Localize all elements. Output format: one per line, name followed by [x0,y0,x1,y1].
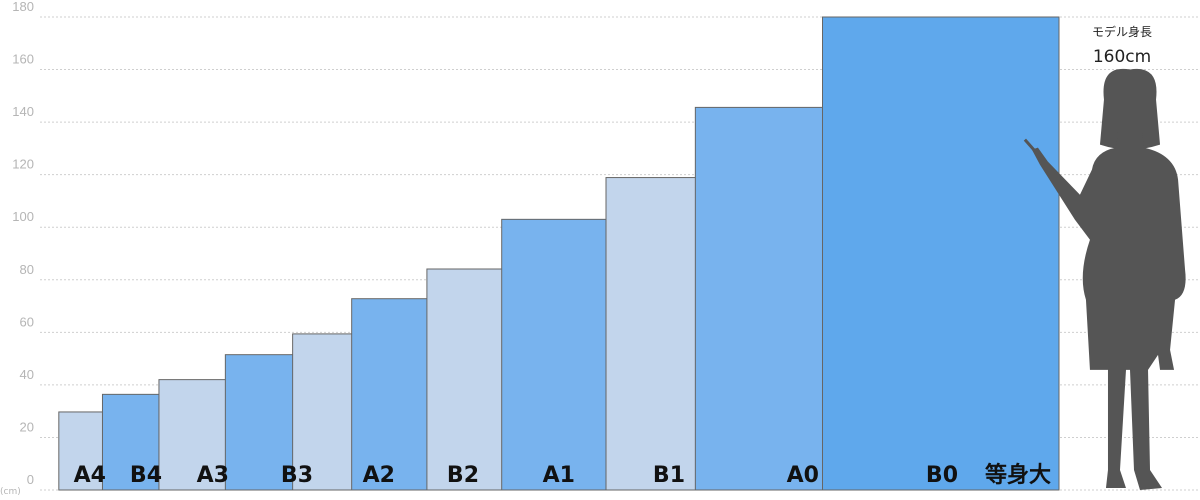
hair [1099,68,1161,150]
x-tick-label: B4 [130,463,162,488]
y-tick-label: 80 [20,262,34,277]
x-tick-label: A3 [197,463,229,488]
x-tick-label: A4 [74,463,106,488]
model-silhouette [1023,68,1186,491]
bar [822,16,1060,491]
model-height-label: 160cm [1093,47,1151,67]
pointer [1023,138,1042,158]
unit-label: (cm) [0,487,21,497]
body [1031,131,1186,491]
y-tick-label: 120 [12,157,34,172]
x-tick-label: A0 [787,463,819,488]
x-tick-label: B3 [281,463,313,488]
x-tick-label: 等身大 [985,462,1051,488]
y-tick-label: 20 [20,419,34,434]
model-label: モデル身長 [1092,24,1152,39]
y-tick-label: 0 [27,472,34,487]
y-tick-label: 40 [20,367,34,382]
x-tick-label: B1 [653,463,685,488]
y-tick-label: 100 [12,209,34,224]
y-tick-label: 180 [12,0,34,14]
x-tick-label: B2 [447,463,479,488]
x-tick-label: A1 [543,463,575,488]
y-tick-label: 160 [12,52,34,67]
y-tick-label: 60 [20,314,34,329]
bar [158,379,238,491]
y-tick-label: 140 [12,104,34,119]
x-tick-label: B0 [926,463,958,488]
x-tick-label: A2 [363,463,395,488]
